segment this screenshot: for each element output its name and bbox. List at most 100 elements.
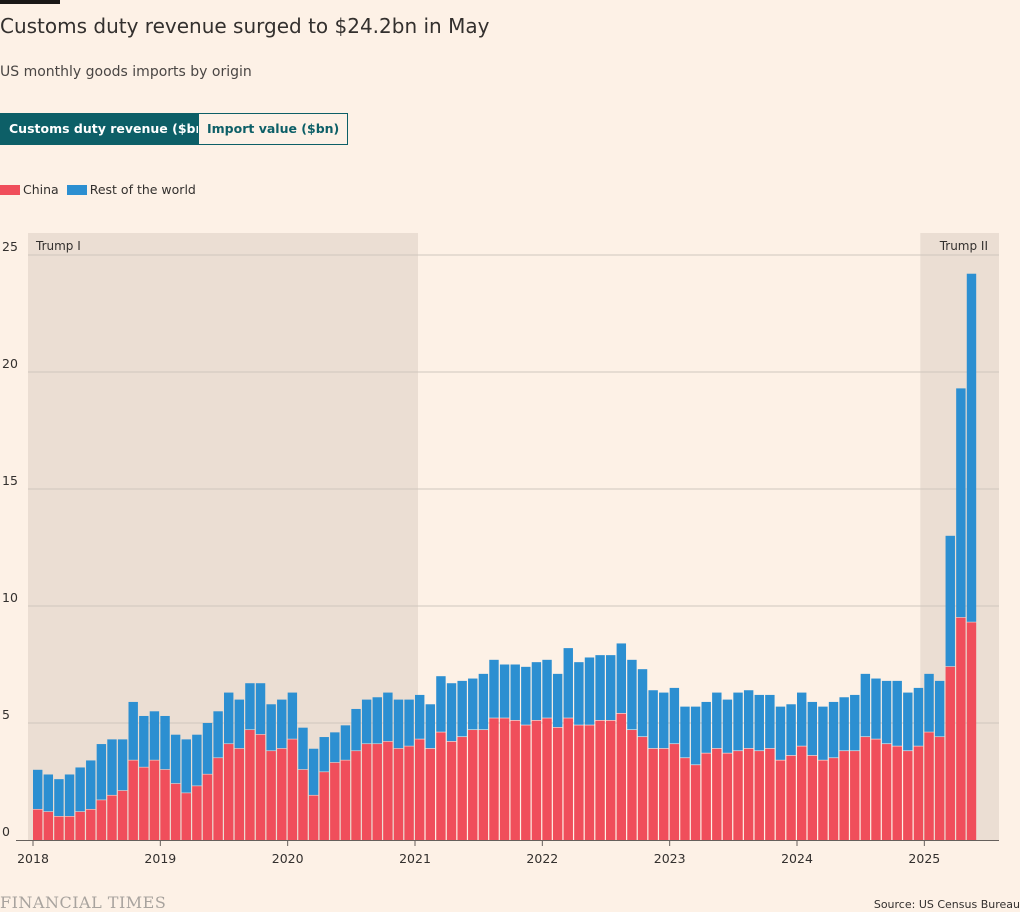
bar-rest-of-world [542, 659, 552, 718]
bar-rest-of-world [775, 706, 786, 760]
bar-china [54, 816, 64, 840]
bar-china [478, 730, 489, 840]
bar-china [499, 718, 510, 840]
bar-china [552, 727, 563, 840]
bar-rest-of-world [722, 699, 733, 753]
bar-rest-of-world [701, 701, 711, 753]
china-swatch [0, 184, 20, 195]
bar-china [627, 730, 637, 840]
bar-china [659, 748, 669, 840]
bar-rest-of-world [298, 727, 308, 770]
chart-subtitle: US monthly goods imports by origin [0, 64, 252, 80]
bar-rest-of-world [192, 734, 202, 786]
bar-china [786, 755, 796, 840]
bar-rest-of-world [308, 748, 319, 795]
bar-china [361, 744, 372, 840]
bar-china [903, 751, 913, 840]
bar-rest-of-world [871, 678, 881, 739]
bar-rest-of-world [75, 767, 85, 812]
bar-china [574, 725, 584, 840]
ft-logo: FINANCIAL TIMES [0, 893, 167, 912]
bar-china [701, 753, 711, 840]
bar-china [319, 772, 329, 840]
bar-china [170, 783, 181, 840]
bar-china [192, 786, 202, 840]
bar-rest-of-world [351, 708, 361, 751]
bar-rest-of-world [807, 701, 818, 756]
bar-rest-of-world [361, 699, 372, 744]
bar-china [839, 751, 849, 840]
period-label-1: Trump I [35, 239, 81, 253]
y-tick-label: 15 [2, 473, 18, 488]
bar-rest-of-world [54, 779, 64, 816]
bar-rest-of-world [786, 704, 796, 756]
bar-china [754, 751, 764, 840]
bar-china [213, 758, 223, 840]
bar-china [393, 748, 404, 840]
y-tick-label: 25 [2, 239, 18, 254]
y-tick-label: 20 [2, 356, 18, 371]
x-tick-label: 2020 [272, 851, 304, 866]
bar-rest-of-world [234, 699, 245, 749]
bar-china [436, 732, 446, 840]
bar-china [160, 769, 170, 840]
bar-china [510, 720, 520, 840]
bar-rest-of-world [436, 676, 446, 732]
bar-china [765, 748, 775, 840]
bar-china [287, 739, 298, 840]
bar-rest-of-world [425, 704, 436, 749]
bar-china [584, 725, 595, 840]
bar-china [308, 795, 319, 840]
bar-china [383, 741, 393, 840]
bar-rest-of-world [245, 683, 255, 730]
legend-rest-of-world: Rest of the world [66, 182, 196, 197]
bar-rest-of-world [96, 744, 107, 800]
bar-rest-of-world [733, 692, 743, 751]
bar-rest-of-world [457, 680, 467, 737]
legend-row-label: Rest of the world [89, 182, 196, 197]
bar-rest-of-world [669, 687, 680, 744]
bar-rest-of-world [478, 673, 489, 730]
bar-rest-of-world [966, 273, 977, 622]
bar-china [96, 800, 107, 840]
bar-rest-of-world [393, 699, 404, 749]
bar-china [404, 746, 414, 840]
bar-china [128, 760, 138, 840]
x-tick-label: 2018 [17, 851, 49, 866]
bar-rest-of-world [913, 687, 924, 746]
bar-china [775, 760, 786, 840]
y-tick-label: 5 [2, 707, 10, 722]
bar-china [743, 748, 754, 840]
bar-rest-of-world [202, 723, 213, 774]
bar-rest-of-world [797, 692, 807, 746]
bar-rest-of-world [743, 690, 754, 749]
bar-china [224, 744, 234, 840]
x-tick-label: 2023 [654, 851, 686, 866]
bar-rest-of-world [213, 711, 223, 758]
import-value-toggle[interactable]: Import value ($bn) [198, 113, 349, 145]
bar-rest-of-world [64, 774, 75, 816]
bar-rest-of-world [690, 706, 701, 765]
customs-revenue-toggle[interactable]: Customs duty revenue ($bn) [0, 113, 220, 145]
bar-china [86, 809, 96, 840]
bar-china [648, 748, 658, 840]
bar-rest-of-world [149, 711, 160, 760]
bar-rest-of-world [648, 690, 658, 749]
bar-china [117, 790, 128, 840]
bar-china [913, 746, 924, 840]
bar-rest-of-world [839, 697, 849, 751]
bar-rest-of-world [468, 678, 478, 730]
bar-rest-of-world [828, 701, 839, 758]
bar-rest-of-world [616, 643, 627, 714]
bar-china [860, 737, 871, 840]
bar-rest-of-world [924, 673, 934, 732]
bar-china [351, 751, 361, 840]
period-label-2: Trump II [939, 239, 988, 253]
bar-china [107, 795, 117, 840]
bar-china [340, 760, 351, 840]
bar-china [807, 755, 818, 840]
bar-china [956, 617, 966, 840]
bar-rest-of-world [934, 680, 945, 737]
bar-china [234, 748, 245, 840]
